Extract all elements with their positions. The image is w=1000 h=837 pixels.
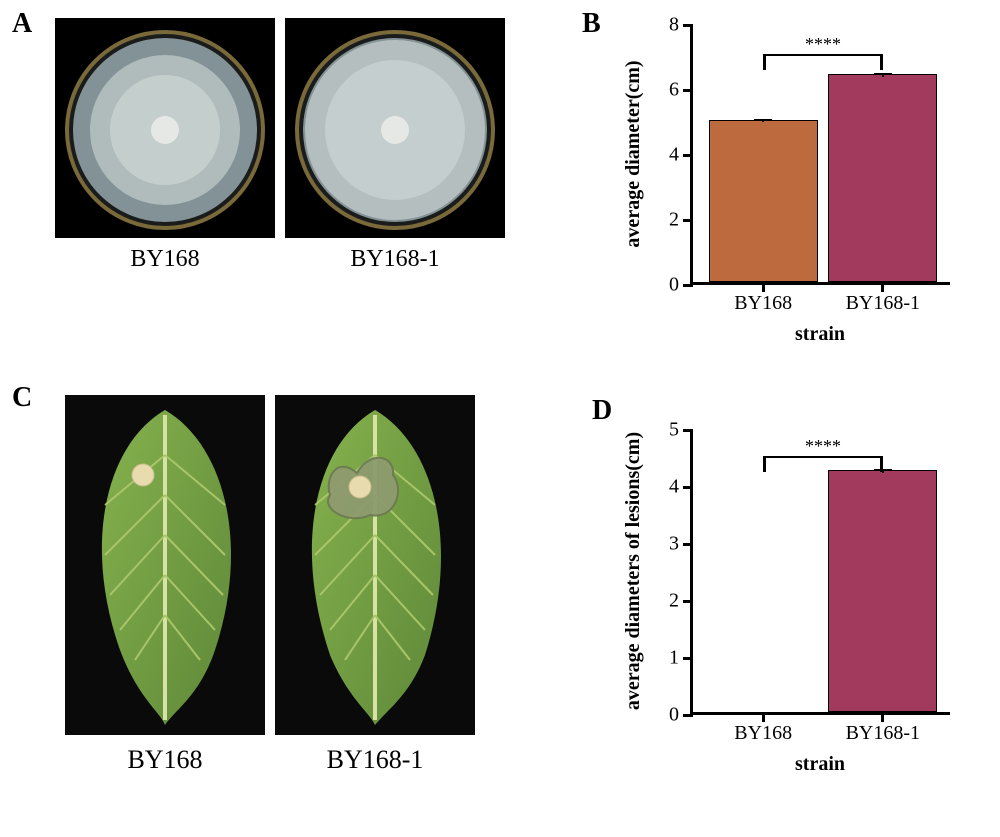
panel-letter-b: B	[582, 8, 601, 40]
leaf-label-by168-1: BY168-1	[275, 745, 475, 775]
ytick-label: 6	[669, 79, 693, 102]
bar	[828, 74, 937, 282]
ytick-label: 0	[669, 704, 693, 727]
ytick-label: 2	[669, 209, 693, 232]
xtick-label: BY168-1	[846, 712, 920, 745]
panel-letter-c: C	[12, 382, 32, 414]
petri-dish-by168-1	[285, 18, 505, 238]
leaf-label-by168: BY168	[65, 745, 265, 775]
chart-d: average diameters of lesions(cm) 012345B…	[690, 430, 950, 715]
petri-dish-by168	[55, 18, 275, 238]
petri-label-by168-1: BY168-1	[285, 246, 505, 273]
chart-b-ylabel: average diameter(cm)	[622, 60, 645, 247]
significance-label: ****	[805, 34, 841, 55]
ytick-label: 3	[669, 533, 693, 556]
chart-d-ylabel: average diameters of lesions(cm)	[622, 432, 645, 710]
chart-b: average diameter(cm) 02468BY168BY168-1**…	[690, 25, 950, 285]
ytick-label: 5	[669, 419, 693, 442]
xtick-label: BY168	[734, 282, 792, 315]
leaf-by168-1	[275, 395, 475, 735]
ytick-label: 8	[669, 14, 693, 37]
ytick-label: 4	[669, 476, 693, 499]
leaf-by168	[65, 395, 265, 735]
chart-b-xlabel: strain	[795, 323, 845, 346]
panel-letter-a: A	[12, 8, 32, 40]
panel-a: BY168 BY168-1	[55, 18, 515, 273]
xtick-label: BY168-1	[846, 282, 920, 315]
ytick-label: 4	[669, 144, 693, 167]
significance-label: ****	[805, 436, 841, 457]
panel-c: BY168 BY168-1	[65, 395, 515, 775]
petri-label-by168: BY168	[55, 246, 275, 273]
panel-letter-d: D	[592, 395, 612, 427]
ytick-label: 2	[669, 590, 693, 613]
ytick-label: 0	[669, 274, 693, 297]
xtick-label: BY168	[734, 712, 792, 745]
bar	[828, 470, 937, 712]
chart-d-xlabel: strain	[795, 753, 845, 776]
ytick-label: 1	[669, 647, 693, 670]
bar	[709, 120, 818, 283]
